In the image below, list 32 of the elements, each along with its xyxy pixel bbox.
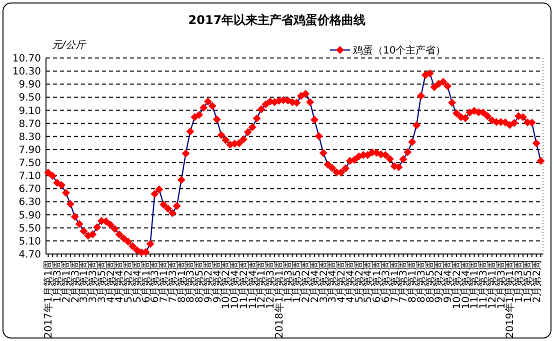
y-tick-label: 9.10 bbox=[18, 106, 41, 117]
y-tick-label: 9.90 bbox=[18, 80, 41, 91]
chart-title: 2017年以来主产省鸡蛋价格曲线 bbox=[188, 13, 366, 27]
y-tick-label: 7.90 bbox=[18, 144, 41, 156]
x-tick-label: 4月第4周 bbox=[344, 260, 356, 303]
x-tick-label: 8月第3周 bbox=[415, 260, 428, 303]
x-tick-label: 3月第5周 bbox=[96, 260, 108, 303]
legend-label: 鸡蛋（10个主产省） bbox=[352, 44, 446, 56]
y-tick-label: 4.70 bbox=[18, 250, 41, 260]
x-tick-label: 7月第3周 bbox=[166, 260, 179, 303]
y-tick-label: 5.50 bbox=[18, 223, 41, 234]
x-tick-label: 2月第4周 bbox=[308, 260, 321, 303]
y-tick-label: 9.50 bbox=[18, 92, 41, 104]
y-tick-label: 10.70 bbox=[12, 54, 41, 64]
x-tick-label: 10月第2周 bbox=[450, 260, 463, 310]
x-tick-label: 11月第2周 bbox=[238, 260, 250, 310]
y-tick-label: 7.50 bbox=[18, 158, 41, 170]
x-tick-label: 6月第3周 bbox=[380, 260, 392, 303]
y-tick-label: 6.30 bbox=[18, 197, 41, 208]
y-tick-label: 10.30 bbox=[12, 66, 41, 78]
x-tick-label: 12月第1周 bbox=[486, 260, 498, 310]
y-tick-label: 6.70 bbox=[18, 184, 41, 196]
x-tick-label: 2月第1周 bbox=[60, 260, 72, 303]
x-tick-label: 9月第2周 bbox=[202, 260, 214, 303]
x-tick-label: 2018年1月第1周 bbox=[273, 260, 286, 338]
y-axis-title: 元/公斤 bbox=[52, 39, 86, 51]
y-tick-label: 8.70 bbox=[18, 118, 41, 130]
y-tick-label: 8.30 bbox=[18, 132, 41, 143]
y-tick-label: 5.90 bbox=[18, 210, 41, 222]
y-tick-label: 5.10 bbox=[18, 236, 41, 248]
y-tick-label: 7.10 bbox=[18, 171, 41, 182]
x-tick-label: 5月第4周 bbox=[131, 260, 144, 303]
